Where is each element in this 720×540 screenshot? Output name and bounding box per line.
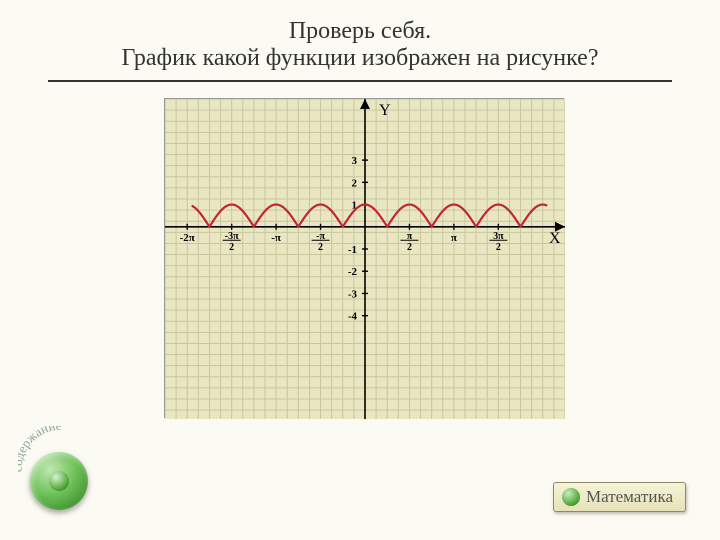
svg-text:3: 3 [351,155,357,167]
svg-text:Y: Y [379,102,391,119]
svg-text:-3: -3 [348,288,358,300]
toc-button[interactable] [30,452,88,510]
page-title-line2: График какой функции изображен на рисунк… [0,45,720,72]
subject-button[interactable]: Математика [553,482,686,512]
sphere-icon [562,488,580,506]
function-chart: -2π-3π2-π-π2π2π3π2321-1-2-3-4YX [164,98,564,418]
svg-text:-4: -4 [348,311,358,323]
svg-text:-π: -π [271,232,281,244]
svg-text:X: X [549,230,561,247]
title-divider [48,80,672,82]
svg-text:π: π [451,232,457,244]
sphere-icon [49,471,69,491]
svg-text:2: 2 [351,177,357,189]
svg-text:-1: -1 [348,244,357,256]
svg-text:2: 2 [407,242,412,253]
svg-text:-2π: -2π [180,232,195,244]
subject-label: Математика [586,487,673,507]
svg-text:2: 2 [496,242,501,253]
svg-text:2: 2 [229,242,234,253]
svg-text:-2: -2 [348,266,358,278]
page-title-line1: Проверь себя. [0,18,720,45]
svg-text:2: 2 [318,242,323,253]
